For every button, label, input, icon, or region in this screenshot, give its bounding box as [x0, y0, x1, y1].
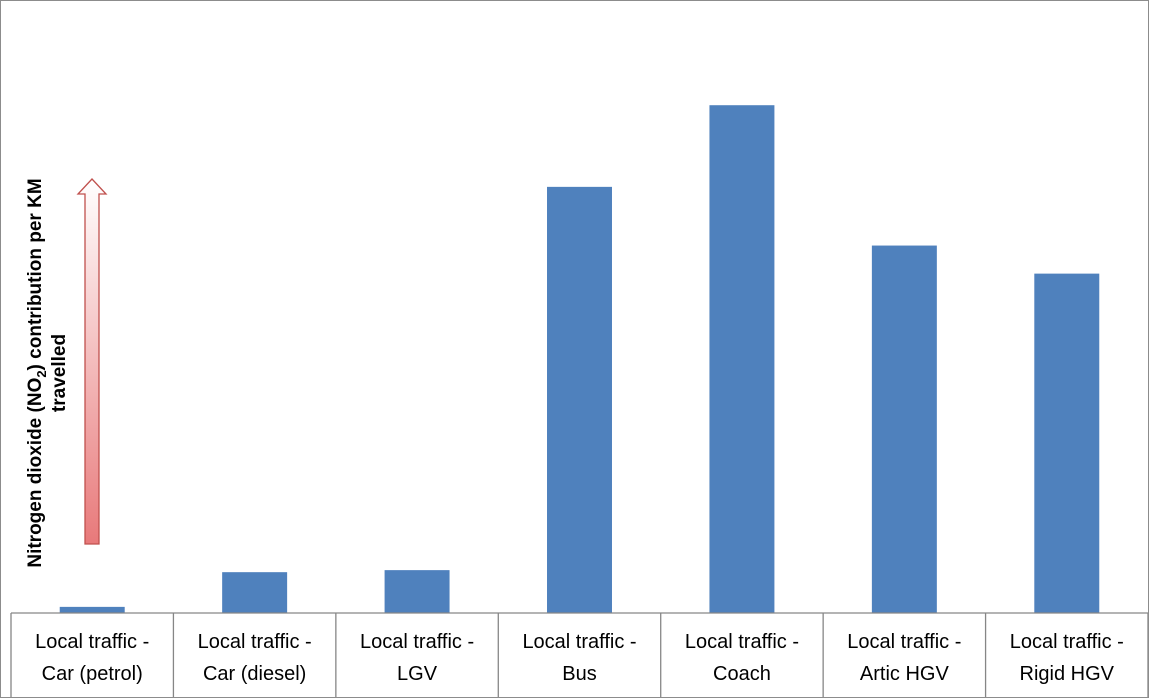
y-axis-label: Nitrogen dioxide (NO2) contribution per …: [25, 178, 70, 567]
x-tick-label-4: Local traffic -Bus: [522, 631, 636, 685]
y-axis-label-line-1: Nitrogen dioxide (NO2) contribution per …: [25, 178, 49, 567]
y-axis-label-line-2: travelled: [49, 334, 70, 412]
bar-7: [1034, 273, 1100, 613]
bar-2: [222, 572, 288, 613]
x-axis-ticks: [10, 613, 1148, 697]
x-tick-label-5: Local traffic -Coach: [685, 631, 799, 685]
x-tick-label-3: Local traffic -LGV: [360, 631, 474, 685]
x-axis-labels: Local traffic -Car (petrol) Local traffic…: [35, 631, 1124, 685]
increase-arrow-icon: [76, 178, 108, 545]
x-tick-label-1: Local traffic -Car (petrol): [35, 631, 149, 685]
x-tick-label-2: Local traffic -Car (diesel): [198, 631, 312, 685]
x-tick-label-6: Local traffic -Artic HGV: [847, 631, 961, 685]
x-tick-label-7: Local traffic -Rigid HGV: [1010, 631, 1124, 685]
bar-3: [384, 570, 450, 613]
bar-5: [709, 105, 775, 613]
bar-6: [871, 245, 937, 613]
bar-4: [547, 186, 612, 614]
bar-1: [59, 606, 125, 613]
bars-group: [59, 105, 1100, 614]
